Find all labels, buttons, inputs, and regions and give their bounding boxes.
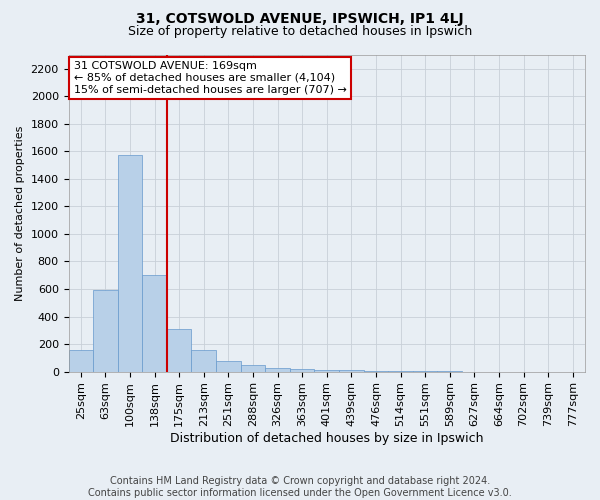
Bar bbox=[216, 360, 241, 372]
Bar bbox=[191, 350, 216, 372]
Bar bbox=[314, 370, 339, 372]
X-axis label: Distribution of detached houses by size in Ipswich: Distribution of detached houses by size … bbox=[170, 432, 484, 445]
Bar bbox=[339, 370, 364, 372]
Y-axis label: Number of detached properties: Number of detached properties bbox=[15, 126, 25, 301]
Bar bbox=[290, 369, 314, 372]
Text: 31 COTSWOLD AVENUE: 169sqm
← 85% of detached houses are smaller (4,104)
15% of s: 31 COTSWOLD AVENUE: 169sqm ← 85% of deta… bbox=[74, 62, 347, 94]
Bar bbox=[142, 275, 167, 372]
Bar bbox=[265, 368, 290, 372]
Bar bbox=[68, 350, 93, 372]
Bar bbox=[167, 329, 191, 372]
Text: 31, COTSWOLD AVENUE, IPSWICH, IP1 4LJ: 31, COTSWOLD AVENUE, IPSWICH, IP1 4LJ bbox=[136, 12, 464, 26]
Bar bbox=[241, 366, 265, 372]
Text: Size of property relative to detached houses in Ipswich: Size of property relative to detached ho… bbox=[128, 25, 472, 38]
Text: Contains HM Land Registry data © Crown copyright and database right 2024.
Contai: Contains HM Land Registry data © Crown c… bbox=[88, 476, 512, 498]
Bar bbox=[118, 156, 142, 372]
Bar bbox=[364, 371, 388, 372]
Bar bbox=[93, 290, 118, 372]
